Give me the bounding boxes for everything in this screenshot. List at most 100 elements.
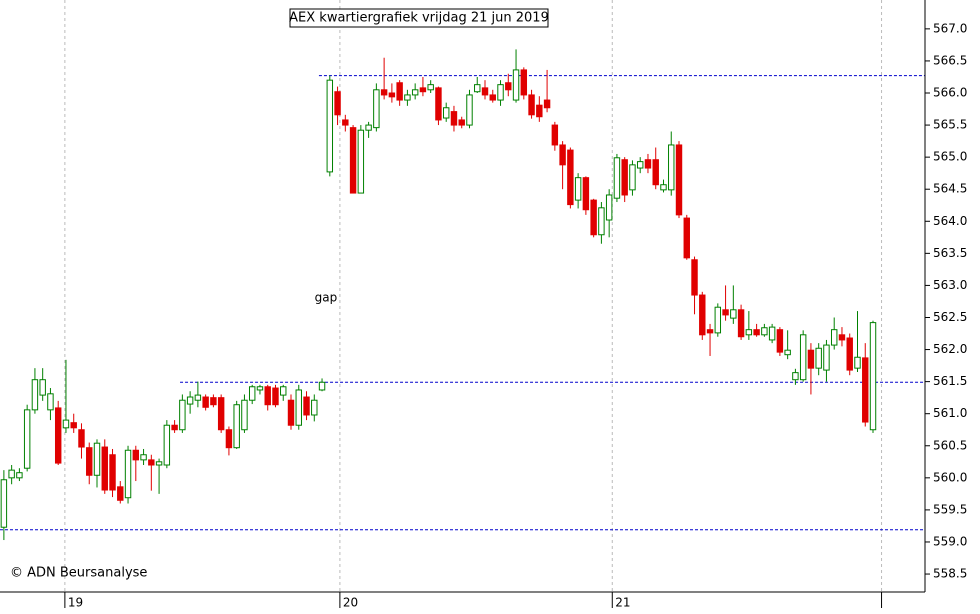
candle-body bbox=[342, 119, 349, 126]
candle-body bbox=[691, 259, 698, 296]
candle-body bbox=[16, 472, 23, 479]
candle-body bbox=[761, 327, 768, 336]
chart-title: AEX kwartiergrafiek vrijdag 21 jun 2019 bbox=[289, 11, 549, 26]
candle-body bbox=[78, 429, 85, 448]
candle-body bbox=[280, 386, 287, 396]
y-tick-label: 562.0 bbox=[933, 342, 967, 356]
candle-body bbox=[574, 177, 582, 201]
candle-body bbox=[807, 349, 815, 369]
candle-body bbox=[854, 356, 861, 369]
candle-body bbox=[869, 322, 877, 431]
candle-body bbox=[660, 184, 667, 191]
candle-body bbox=[559, 144, 566, 166]
y-tick-label: 563.0 bbox=[933, 278, 967, 292]
candle-body bbox=[380, 89, 388, 96]
candle-body bbox=[62, 419, 70, 429]
x-tick-label: 20 bbox=[343, 596, 358, 610]
candle-body bbox=[210, 397, 217, 406]
candle-body bbox=[730, 309, 737, 319]
x-tick-label: 21 bbox=[615, 596, 630, 610]
candle-body bbox=[186, 396, 194, 405]
candle-body bbox=[411, 89, 419, 96]
candle-body bbox=[613, 157, 621, 199]
candle-body bbox=[93, 442, 101, 476]
candle-body bbox=[311, 399, 318, 416]
candle-body bbox=[497, 84, 504, 101]
candle-body bbox=[54, 407, 62, 464]
candle-body bbox=[683, 217, 690, 259]
candle-body bbox=[699, 294, 706, 336]
candle-body bbox=[551, 124, 559, 146]
candle-body bbox=[753, 329, 760, 336]
candle-body bbox=[217, 397, 225, 431]
candle-body bbox=[132, 449, 140, 461]
candle-body bbox=[644, 159, 652, 169]
candle-body bbox=[140, 454, 147, 461]
candle-body bbox=[225, 429, 233, 449]
candle-body bbox=[489, 94, 496, 101]
candle-body bbox=[388, 92, 396, 98]
candle-body bbox=[318, 381, 326, 391]
candle-body bbox=[784, 349, 791, 356]
candle-body bbox=[815, 347, 822, 369]
candle-body bbox=[636, 161, 644, 169]
candle-body bbox=[334, 91, 341, 116]
candle-body bbox=[117, 486, 124, 501]
candle-body bbox=[706, 329, 714, 334]
y-tick-label: 559.0 bbox=[933, 534, 967, 548]
candle-body bbox=[621, 159, 628, 196]
y-tick-label: 565.5 bbox=[933, 118, 967, 132]
candle-body bbox=[435, 87, 442, 121]
candle-body bbox=[823, 344, 830, 371]
candle-body bbox=[109, 454, 116, 491]
candle-body bbox=[838, 334, 846, 341]
candle-body bbox=[23, 409, 31, 469]
candle-body bbox=[179, 399, 186, 431]
candle-body bbox=[442, 107, 450, 119]
x-tick-label: 19 bbox=[68, 596, 83, 610]
candle-body bbox=[512, 69, 520, 101]
candle-body bbox=[47, 393, 54, 411]
candle-body bbox=[598, 207, 605, 236]
y-tick-label: 561.5 bbox=[933, 374, 967, 388]
candle-body bbox=[427, 84, 434, 91]
candle-body bbox=[799, 334, 807, 381]
candle-body bbox=[629, 164, 636, 191]
candle-body bbox=[792, 372, 799, 381]
candle-body bbox=[287, 399, 295, 426]
candle-body bbox=[70, 422, 77, 429]
candle-body bbox=[248, 386, 256, 401]
y-tick-label: 559.5 bbox=[933, 502, 967, 516]
annotation: gap bbox=[315, 291, 338, 305]
candle-body bbox=[450, 111, 458, 126]
y-tick-label: 560.5 bbox=[933, 438, 967, 452]
candle-body bbox=[505, 82, 512, 91]
copyright: © ADN Beursanalyse bbox=[10, 566, 147, 581]
candle-body bbox=[466, 94, 473, 126]
y-tick-label: 560.0 bbox=[933, 470, 967, 484]
y-tick-label: 566.5 bbox=[933, 53, 967, 67]
candle-body bbox=[31, 379, 39, 411]
candle-body bbox=[714, 306, 722, 334]
candle-body bbox=[256, 386, 264, 391]
candle-body bbox=[404, 94, 411, 101]
candle-body bbox=[543, 99, 551, 109]
candle-body bbox=[605, 194, 613, 221]
candle-body bbox=[862, 357, 869, 423]
candle-body bbox=[101, 446, 108, 491]
candle-body bbox=[668, 144, 675, 191]
candle-body bbox=[194, 394, 202, 401]
candle-body bbox=[776, 329, 784, 353]
candle-body bbox=[768, 326, 776, 341]
candle-body bbox=[8, 469, 15, 479]
candle-body bbox=[458, 119, 465, 126]
candle-body bbox=[39, 379, 46, 396]
candle-body bbox=[349, 127, 357, 194]
candle-body bbox=[326, 79, 334, 173]
y-tick-label: 563.5 bbox=[933, 246, 967, 260]
candle-body bbox=[264, 386, 271, 406]
candle-body bbox=[0, 479, 8, 528]
candle-body bbox=[675, 144, 683, 216]
